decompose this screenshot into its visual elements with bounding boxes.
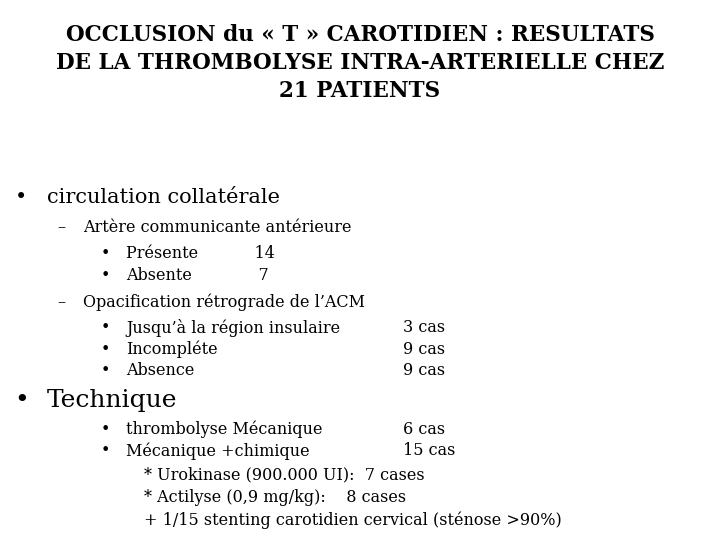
Text: 3 cas: 3 cas (403, 319, 446, 336)
Text: Absente             7: Absente 7 (126, 267, 269, 284)
Text: •: • (101, 319, 110, 336)
Text: Technique: Technique (47, 389, 177, 412)
Text: Artère communicante antérieure: Artère communicante antérieure (83, 219, 351, 237)
Text: •: • (101, 245, 110, 262)
Text: 9 cas: 9 cas (403, 362, 446, 380)
Text: OCCLUSION du « T » CAROTIDIEN : RESULTATS
DE LA THROMBOLYSE INTRA-ARTERIELLE CHE: OCCLUSION du « T » CAROTIDIEN : RESULTAT… (56, 24, 664, 102)
Text: •: • (101, 421, 110, 438)
Text: •: • (101, 362, 110, 380)
Text: * Urokinase (900.000 UI):  7 cases: * Urokinase (900.000 UI): 7 cases (144, 467, 425, 484)
Text: •: • (101, 341, 110, 358)
Text: •: • (14, 389, 29, 412)
Text: Mécanique +chimique: Mécanique +chimique (126, 442, 310, 460)
Text: 6 cas: 6 cas (403, 421, 446, 438)
Text: •: • (101, 442, 110, 460)
Text: * Actilyse (0,9 mg/kg):    8 cases: * Actilyse (0,9 mg/kg): 8 cases (144, 489, 406, 507)
Text: + 1/15 stenting carotidien cervical (sténose >90%): + 1/15 stenting carotidien cervical (sté… (144, 512, 562, 529)
Text: •: • (101, 267, 110, 284)
Text: Absence: Absence (126, 362, 194, 380)
Text: thrombolyse Mécanique: thrombolyse Mécanique (126, 421, 323, 438)
Text: Présente           14: Présente 14 (126, 245, 275, 262)
Text: –: – (58, 294, 66, 311)
Text: circulation collatérale: circulation collatérale (47, 187, 280, 207)
Text: •: • (14, 187, 27, 207)
Text: 9 cas: 9 cas (403, 341, 446, 358)
Text: Jusqu’à la région insulaire: Jusqu’à la région insulaire (126, 319, 340, 337)
Text: 15 cas: 15 cas (403, 442, 456, 460)
Text: Incompléte: Incompléte (126, 341, 217, 358)
Text: Opacification rétrograde de l’ACM: Opacification rétrograde de l’ACM (83, 294, 365, 311)
Text: –: – (58, 219, 66, 237)
